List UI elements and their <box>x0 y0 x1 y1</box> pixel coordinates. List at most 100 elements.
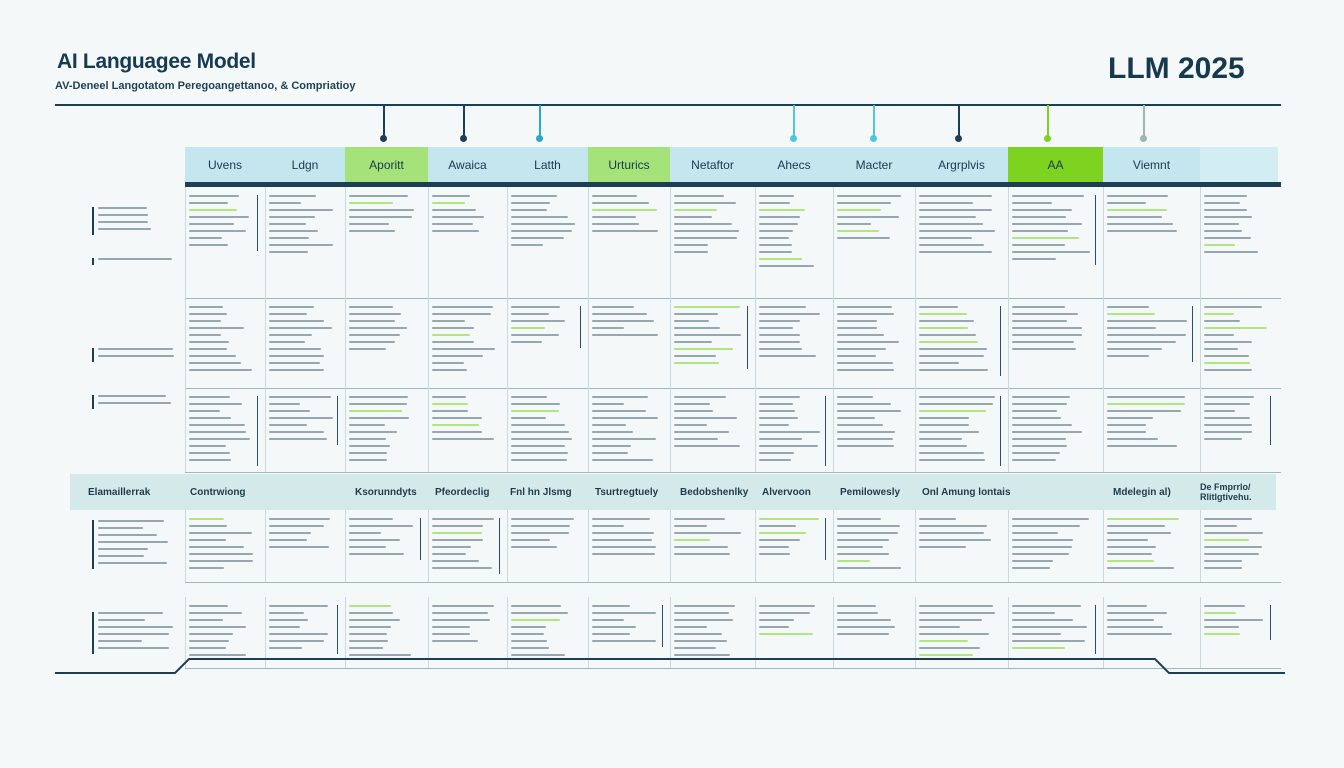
matrix-cell[interactable] <box>511 396 580 466</box>
cell-text-line <box>269 195 317 197</box>
column-header[interactable]: Netaftor <box>670 147 755 182</box>
matrix-cell[interactable] <box>511 195 580 251</box>
matrix-cell[interactable] <box>511 306 581 348</box>
matrix-cell[interactable] <box>1107 518 1192 574</box>
matrix-cell[interactable] <box>269 605 338 654</box>
cell-text-line <box>674 626 708 628</box>
matrix-row <box>185 298 1281 389</box>
cell-text-line <box>1204 306 1263 308</box>
cell-text-line <box>269 223 307 225</box>
matrix-cell[interactable] <box>837 605 907 640</box>
matrix-cell[interactable] <box>674 605 747 661</box>
matrix-cell[interactable] <box>1204 306 1270 376</box>
matrix-cell[interactable] <box>592 518 662 560</box>
cell-text-line <box>674 195 724 197</box>
column-header[interactable]: AA <box>1008 147 1103 182</box>
column-header[interactable] <box>1200 147 1278 182</box>
matrix-cell[interactable] <box>674 306 748 369</box>
cell-text-line <box>189 216 250 218</box>
matrix-cell[interactable] <box>511 518 580 553</box>
matrix-row <box>185 510 1281 583</box>
cell-text-line <box>189 237 223 239</box>
matrix-cell[interactable] <box>759 396 826 466</box>
matrix-cell[interactable] <box>1012 306 1095 355</box>
matrix-cell[interactable] <box>1107 396 1192 452</box>
cell-text-line <box>432 626 471 628</box>
matrix-cell[interactable] <box>1107 195 1192 237</box>
column-header[interactable]: Argrplvis <box>915 147 1008 182</box>
matrix-cell[interactable] <box>1204 518 1270 574</box>
matrix-cell[interactable] <box>269 195 337 258</box>
matrix-cell[interactable] <box>837 195 907 244</box>
matrix-cell[interactable] <box>1012 518 1095 574</box>
matrix-cell[interactable] <box>349 396 420 466</box>
matrix-cell[interactable] <box>269 396 338 445</box>
matrix-cell[interactable] <box>349 605 420 661</box>
matrix-cell[interactable] <box>837 396 907 452</box>
cell-text-line <box>349 605 391 607</box>
column-divider <box>833 187 834 298</box>
column-header[interactable]: Aporitt <box>345 147 428 182</box>
cell-text-line <box>837 306 893 308</box>
matrix-cell[interactable] <box>919 306 1001 376</box>
matrix-cell[interactable] <box>1107 306 1193 362</box>
column-header[interactable]: Awaica <box>428 147 507 182</box>
matrix-cell[interactable] <box>269 306 337 376</box>
matrix-cell[interactable] <box>432 195 499 237</box>
cell-text-line <box>1012 553 1069 555</box>
column-header[interactable]: Viemnt <box>1103 147 1200 182</box>
matrix-cell[interactable] <box>592 605 663 647</box>
matrix-cell[interactable] <box>432 396 499 445</box>
matrix-cell[interactable] <box>759 306 825 362</box>
matrix-cell[interactable] <box>432 518 500 574</box>
matrix-cell[interactable] <box>1107 605 1192 640</box>
column-header[interactable]: Ahecs <box>755 147 833 182</box>
matrix-cell[interactable] <box>189 306 257 376</box>
matrix-cell[interactable] <box>349 306 420 355</box>
column-header[interactable]: Ldgn <box>265 147 345 182</box>
matrix-cell[interactable] <box>837 518 907 574</box>
matrix-cell[interactable] <box>432 306 499 376</box>
matrix-cell[interactable] <box>349 518 421 560</box>
cell-text-line <box>674 553 731 555</box>
section-label: Tsurtregtuely <box>595 487 659 498</box>
column-header[interactable]: Macter <box>833 147 915 182</box>
matrix-cell[interactable] <box>189 605 257 661</box>
matrix-cell[interactable] <box>1012 195 1096 265</box>
cell-text-line <box>1012 431 1082 433</box>
matrix-cell[interactable] <box>1204 396 1271 445</box>
matrix-cell[interactable] <box>592 195 662 237</box>
matrix-cell[interactable] <box>189 518 257 574</box>
cell-text-line <box>759 525 797 527</box>
cell-text-line <box>1012 539 1074 541</box>
cell-text-line <box>511 396 548 398</box>
matrix-cell[interactable] <box>919 396 1001 466</box>
matrix-cell[interactable] <box>759 518 826 560</box>
matrix-cell[interactable] <box>919 195 1000 258</box>
matrix-cell[interactable] <box>189 195 258 251</box>
matrix-cell[interactable] <box>919 518 1000 553</box>
matrix-cell[interactable] <box>592 306 662 341</box>
matrix-cell[interactable] <box>674 396 747 452</box>
matrix-cell[interactable] <box>189 396 258 466</box>
matrix-cell[interactable] <box>674 195 747 258</box>
matrix-cell[interactable] <box>837 306 907 376</box>
matrix-cell[interactable] <box>759 605 825 640</box>
matrix-cell[interactable] <box>919 605 1000 661</box>
matrix-cell[interactable] <box>349 195 420 237</box>
column-header[interactable]: Urturics <box>588 147 670 182</box>
column-header[interactable]: Uvens <box>185 147 265 182</box>
matrix-cell[interactable] <box>674 518 747 560</box>
matrix-cell[interactable] <box>1012 605 1096 654</box>
matrix-cell[interactable] <box>759 195 825 272</box>
cell-text-line <box>349 403 408 405</box>
matrix-cell[interactable] <box>1204 195 1270 258</box>
column-header[interactable]: Latth <box>507 147 588 182</box>
matrix-cell[interactable] <box>1204 605 1271 640</box>
matrix-cell[interactable] <box>511 605 580 661</box>
cell-text-line <box>269 355 324 357</box>
matrix-cell[interactable] <box>432 605 499 647</box>
matrix-cell[interactable] <box>592 396 662 466</box>
matrix-cell[interactable] <box>269 518 337 553</box>
matrix-cell[interactable] <box>1012 396 1095 466</box>
